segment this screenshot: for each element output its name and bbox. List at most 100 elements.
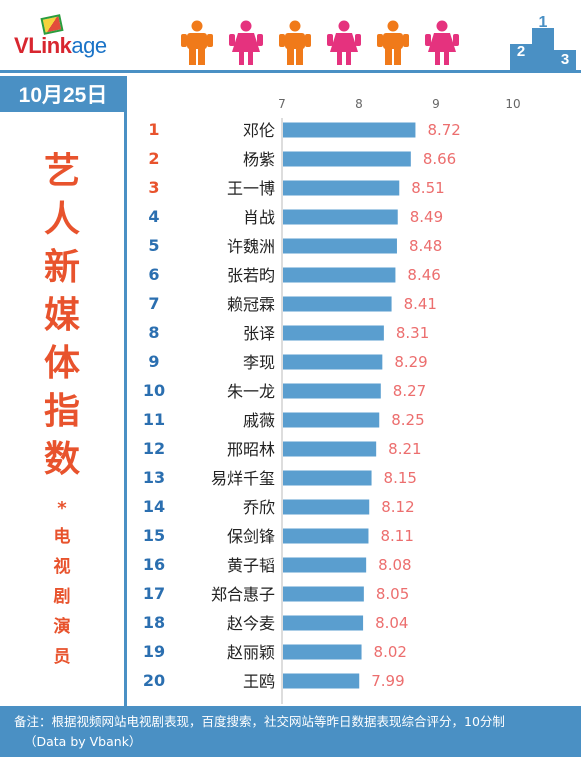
bar [283,122,416,138]
rank-label: 3 [148,178,159,197]
x-tick-label: 9 [432,97,440,111]
page-subtitle: 电 视 剧 演 员 [0,522,124,672]
rank-label: 1 [148,120,159,139]
category-label: 保剑锋 [227,527,275,546]
bar [283,528,369,544]
rank-label: 12 [143,439,165,458]
category-label: 邢昭林 [227,440,275,459]
category-label: 李现 [243,353,275,372]
category-label: 乔欣 [243,498,275,517]
category-label: 黄子韬 [227,556,275,575]
bar [283,644,362,660]
header-divider [0,70,581,73]
subtitle-char: 视 [53,557,71,577]
rank-label: 17 [143,584,165,603]
page-title: 艺 人 新 媒 体 指 数 [0,148,124,484]
footer-note: 备注：根据视频网站电视剧表现，百度搜索，社交网站等昨日数据表现综合评分，10分制… [0,706,581,757]
data-label: 8.12 [381,498,414,516]
category-label: 赖冠霖 [227,295,275,314]
rank-label: 4 [148,207,159,226]
category-label: 张若昀 [227,266,275,285]
data-label: 8.51 [411,179,444,197]
data-label: 7.99 [371,672,404,690]
category-label: 赵今麦 [227,614,275,633]
svg-text:2: 2 [517,43,525,60]
category-label: 张译 [243,324,275,343]
category-label: 许魏洲 [227,237,275,256]
x-tick-label: 10 [505,97,520,111]
bar [283,180,400,196]
sidebar-divider [124,76,127,706]
vlinkage-logo: VLinkage [14,33,107,58]
rank-label: 16 [143,555,165,574]
data-label: 8.41 [404,295,437,313]
title-char: 人 [43,199,80,240]
bar [283,383,381,399]
data-label: 8.11 [380,527,413,545]
bar [283,470,372,486]
data-label: 8.48 [409,237,442,255]
data-label: 8.31 [396,324,429,342]
data-label: 8.49 [410,208,443,226]
data-label: 8.25 [391,411,424,429]
rank-label: 14 [143,497,165,516]
bar [283,499,370,515]
header: VLinkage 1 2 3 [0,0,581,70]
bar [283,673,360,689]
category-label: 王鸥 [243,672,275,691]
category-label: 赵丽颖 [227,643,275,662]
bar [283,238,397,254]
bar [283,412,380,428]
bar [283,354,383,370]
female-person-icon [327,20,361,65]
category-label: 戚薇 [243,411,275,430]
title-char: 媒 [43,295,80,336]
data-label: 8.02 [374,643,407,661]
rank-label: 20 [143,671,165,690]
title-char: 指 [43,391,80,432]
svg-text:3: 3 [561,51,569,68]
rank-label: 7 [148,294,159,313]
data-label: 8.29 [394,353,427,371]
data-label: 8.15 [384,469,417,487]
data-label: 8.46 [407,266,440,284]
data-label: 8.08 [378,556,411,574]
bar [283,151,411,167]
subtitle-char: 员 [53,647,71,667]
podium-icon: 1 2 3 [510,16,576,70]
male-person-icon [279,20,311,65]
logo-mark-icon [40,14,64,35]
male-person-icon [377,20,409,65]
x-tick-label: 8 [355,97,363,111]
data-label: 8.66 [423,150,456,168]
category-label: 肖战 [243,208,275,227]
rank-label: 13 [143,468,165,487]
rank-label: 9 [148,352,159,371]
rank-label: 18 [143,613,165,632]
data-label: 8.27 [393,382,426,400]
rank-label: 19 [143,642,165,661]
x-tick-label: 7 [278,97,286,111]
ranking-bar-chart: 7 8 9 10 1 邓伦 8.72 2 杨紫 8.66 3 王一博 8.51 4 肖战 8.49 5 许魏洲 8.… [143,97,521,704]
subtitle-char: 剧 [53,587,71,607]
subtitle-char: 电 [53,527,71,547]
male-person-icon [181,20,213,65]
category-label: 易烊千玺 [211,469,275,488]
title-char: 数 [43,439,80,480]
bar [283,557,367,573]
data-label: 8.72 [427,121,460,139]
footer-line-2: （Data by Vbank） [24,734,142,749]
rank-label: 6 [148,265,159,284]
rank-label: 2 [148,149,159,168]
rank-label: 11 [143,410,165,429]
category-label: 王一博 [227,179,275,198]
svg-text:1: 1 [539,16,548,31]
title-char: 体 [43,343,80,384]
bar [283,209,398,225]
rank-label: 15 [143,526,165,545]
bar [283,267,396,283]
title-star: * [57,498,67,519]
category-label: 邓伦 [243,121,275,140]
bar [283,615,364,631]
title-char: 新 [43,247,80,288]
